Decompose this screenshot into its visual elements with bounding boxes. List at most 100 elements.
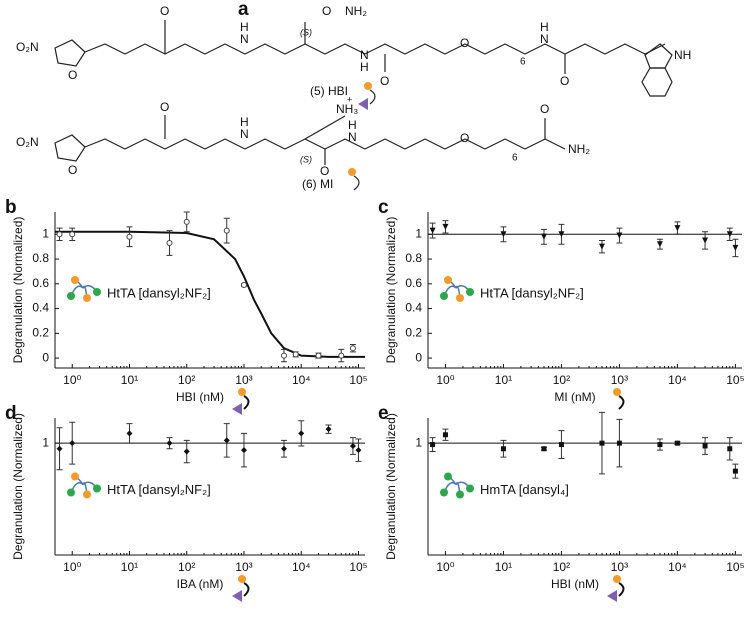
point xyxy=(240,282,247,289)
point xyxy=(558,442,564,448)
icon-dot xyxy=(440,292,448,300)
atom: O xyxy=(540,102,549,116)
chart: c 0 0.2 0.4 0.6 0.8 1 10⁰ 10¹ 10² 10³ 10⁴ 10⁵ Degranu… xyxy=(378,197,745,410)
panel-letter: a xyxy=(238,0,249,20)
point xyxy=(240,447,247,454)
icon-dot xyxy=(93,484,101,493)
annotation: HmTA [dansyl₄] xyxy=(480,482,569,497)
charge: + xyxy=(347,94,352,104)
x-tick-label: 10³ xyxy=(235,560,252,574)
icon xyxy=(364,82,372,90)
atom: O xyxy=(68,163,77,177)
panel-letter: c xyxy=(378,197,389,218)
chart: d 1 10⁰ 10¹ 10² 10³ 10⁴ 10⁵ Degranulation (Norma… xyxy=(5,403,368,602)
x-tick-label: 10¹ xyxy=(495,373,512,387)
atom: N xyxy=(540,32,549,46)
atom: H xyxy=(360,60,369,74)
point xyxy=(56,445,63,452)
x-axis-label: HBI (nM) xyxy=(176,390,224,404)
x-tick-label: 10² xyxy=(178,560,195,574)
ligand-icon xyxy=(232,590,242,602)
point xyxy=(500,446,506,452)
ligand-icon xyxy=(613,388,621,396)
point xyxy=(292,351,299,358)
atom: NH₂ xyxy=(345,4,367,18)
point xyxy=(315,352,322,359)
point xyxy=(541,446,547,452)
icon-dot xyxy=(440,488,448,497)
icon xyxy=(348,168,356,176)
y-tick-label: 1 xyxy=(415,226,422,240)
icon-dot xyxy=(93,288,101,296)
point xyxy=(429,227,436,234)
point xyxy=(616,232,623,239)
x-tick-label: 10⁵ xyxy=(726,560,744,574)
x-tick-label: 10⁵ xyxy=(349,560,367,574)
point xyxy=(558,231,565,238)
y-tick-label: 1 xyxy=(415,435,422,449)
y-tick-label: 0.8 xyxy=(405,251,422,265)
annotation: HtTA [dansyl₂NF₂] xyxy=(480,285,584,300)
point xyxy=(298,430,305,437)
atom: O xyxy=(160,4,169,18)
furan-ring xyxy=(54,134,86,162)
atom: O xyxy=(560,74,569,88)
point xyxy=(338,352,345,359)
compound-label: (6) MI xyxy=(302,177,333,191)
point xyxy=(726,231,733,238)
x-tick-label: 10⁴ xyxy=(668,373,687,387)
indole-ring xyxy=(641,67,673,97)
point xyxy=(349,345,356,352)
y-tick-label: 0.4 xyxy=(405,301,422,315)
y-tick-label: 0 xyxy=(415,350,422,364)
point xyxy=(183,448,190,455)
furan-ring xyxy=(54,39,86,67)
y-tick-label: 0.8 xyxy=(32,251,49,265)
x-tick-label: 10² xyxy=(178,373,195,387)
atom: O₂N xyxy=(16,135,39,149)
x-tick-label: 10² xyxy=(553,373,570,387)
atom: H xyxy=(240,20,249,34)
x-tick-label: 10⁰ xyxy=(63,373,81,387)
atom: N xyxy=(240,127,249,141)
point xyxy=(702,237,709,244)
x-tick-label: 10⁰ xyxy=(63,560,81,574)
x-tick-label: 10³ xyxy=(235,373,252,387)
x-tick-label: 10² xyxy=(553,560,570,574)
ligand-icon xyxy=(243,582,250,597)
atom: O xyxy=(68,68,77,82)
y-tick-label: 0.2 xyxy=(32,326,49,340)
point xyxy=(442,223,449,230)
chain xyxy=(84,138,566,150)
point xyxy=(732,244,739,251)
ligand-icon xyxy=(238,575,246,583)
point xyxy=(727,446,733,452)
stereo: (S) xyxy=(300,154,312,164)
atom: NH xyxy=(674,48,691,62)
chart: e 1 10⁰ 10¹ 10² 10³ 10⁴ 10⁵ Degranulation (Norma… xyxy=(378,403,745,602)
x-axis-label: IBA (nM) xyxy=(177,577,224,591)
icon-dot xyxy=(456,490,464,499)
y-tick-label: 0.6 xyxy=(32,276,49,290)
icon xyxy=(358,98,368,110)
point xyxy=(166,440,173,447)
point xyxy=(674,440,680,446)
stereo: (S) xyxy=(300,27,312,37)
ligand-icon xyxy=(243,395,250,410)
y-tick-label: 0 xyxy=(42,350,49,364)
icon-dot xyxy=(67,292,75,300)
point xyxy=(732,468,738,474)
point xyxy=(325,426,332,433)
point xyxy=(656,241,663,248)
atom: O xyxy=(322,4,331,18)
y-tick-label: 0.4 xyxy=(32,301,49,315)
atom: H xyxy=(540,20,549,34)
point xyxy=(166,239,173,246)
point xyxy=(674,225,681,232)
point xyxy=(442,432,448,438)
y-axis-label: Degranulation (Normalized) xyxy=(11,413,25,560)
x-tick-label: 10⁴ xyxy=(292,560,311,574)
atom: H xyxy=(240,115,249,129)
point xyxy=(702,443,708,449)
y-tick-label: 0.2 xyxy=(405,326,422,340)
